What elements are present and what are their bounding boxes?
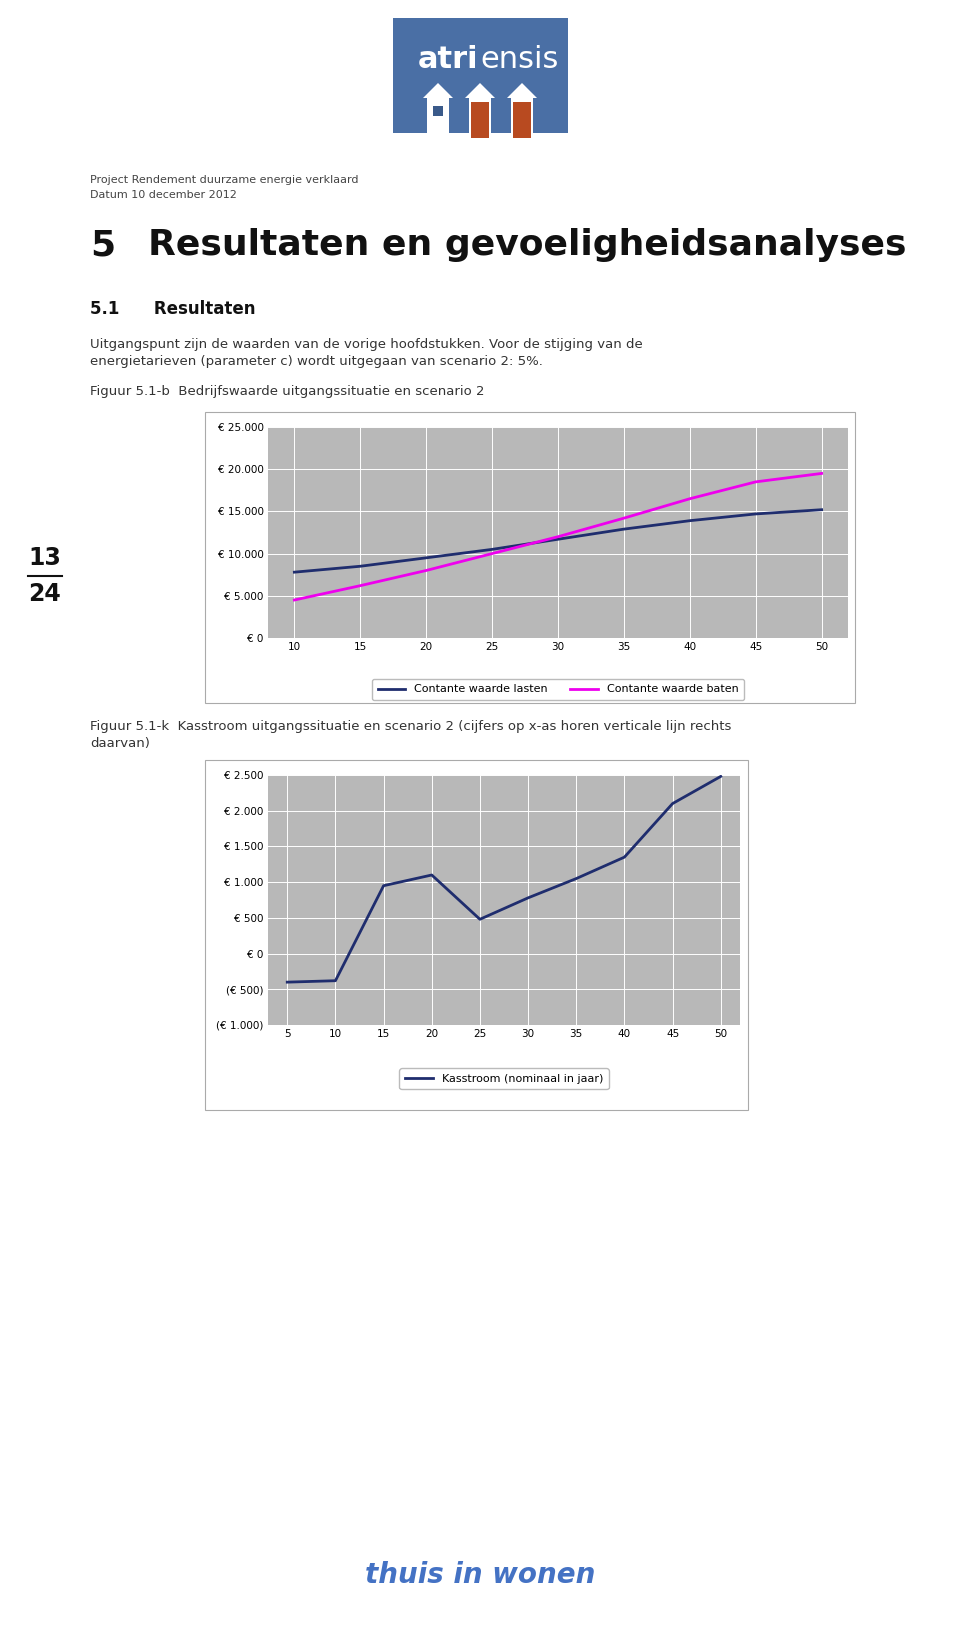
- Text: 24: 24: [29, 582, 61, 606]
- Text: 5: 5: [90, 228, 115, 262]
- Text: Datum 10 december 2012: Datum 10 december 2012: [90, 190, 237, 200]
- Text: energietarieven (parameter c) wordt uitgegaan van scenario 2: 5%.: energietarieven (parameter c) wordt uitg…: [90, 354, 542, 367]
- Bar: [513, 102, 531, 138]
- Legend: Contante waarde lasten, Contante waarde baten: Contante waarde lasten, Contante waarde …: [372, 678, 744, 699]
- Text: Figuur 5.1-b  Bedrijfswaarde uitgangssituatie en scenario 2: Figuur 5.1-b Bedrijfswaarde uitgangssitu…: [90, 385, 485, 398]
- Text: Resultaten en gevoeligheidsanalyses: Resultaten en gevoeligheidsanalyses: [148, 228, 906, 262]
- Bar: [469, 98, 491, 138]
- Bar: [205, 759, 748, 1111]
- Text: ensis: ensis: [480, 46, 559, 75]
- Text: 13: 13: [29, 546, 61, 571]
- Text: 5.1      Resultaten: 5.1 Resultaten: [90, 301, 255, 319]
- Polygon shape: [507, 83, 537, 98]
- Bar: [427, 98, 449, 138]
- FancyBboxPatch shape: [393, 18, 567, 133]
- Text: Uitgangspunt zijn de waarden van de vorige hoofdstukken. Voor de stijging van de: Uitgangspunt zijn de waarden van de vori…: [90, 338, 643, 351]
- Bar: [433, 106, 443, 115]
- Text: daarvan): daarvan): [90, 737, 150, 750]
- Bar: [471, 102, 489, 138]
- Text: thuis in wonen: thuis in wonen: [365, 1561, 595, 1589]
- Bar: [511, 98, 533, 138]
- Text: Project Rendement duurzame energie verklaard: Project Rendement duurzame energie verkl…: [90, 176, 358, 185]
- Legend: Kasstroom (nominaal in jaar): Kasstroom (nominaal in jaar): [399, 1068, 609, 1089]
- Polygon shape: [465, 83, 495, 98]
- Text: atri: atri: [418, 46, 478, 75]
- Bar: [205, 411, 855, 702]
- Text: Figuur 5.1-k  Kasstroom uitgangssituatie en scenario 2 (cijfers op x-as horen ve: Figuur 5.1-k Kasstroom uitgangssituatie …: [90, 720, 732, 733]
- Polygon shape: [423, 83, 453, 98]
